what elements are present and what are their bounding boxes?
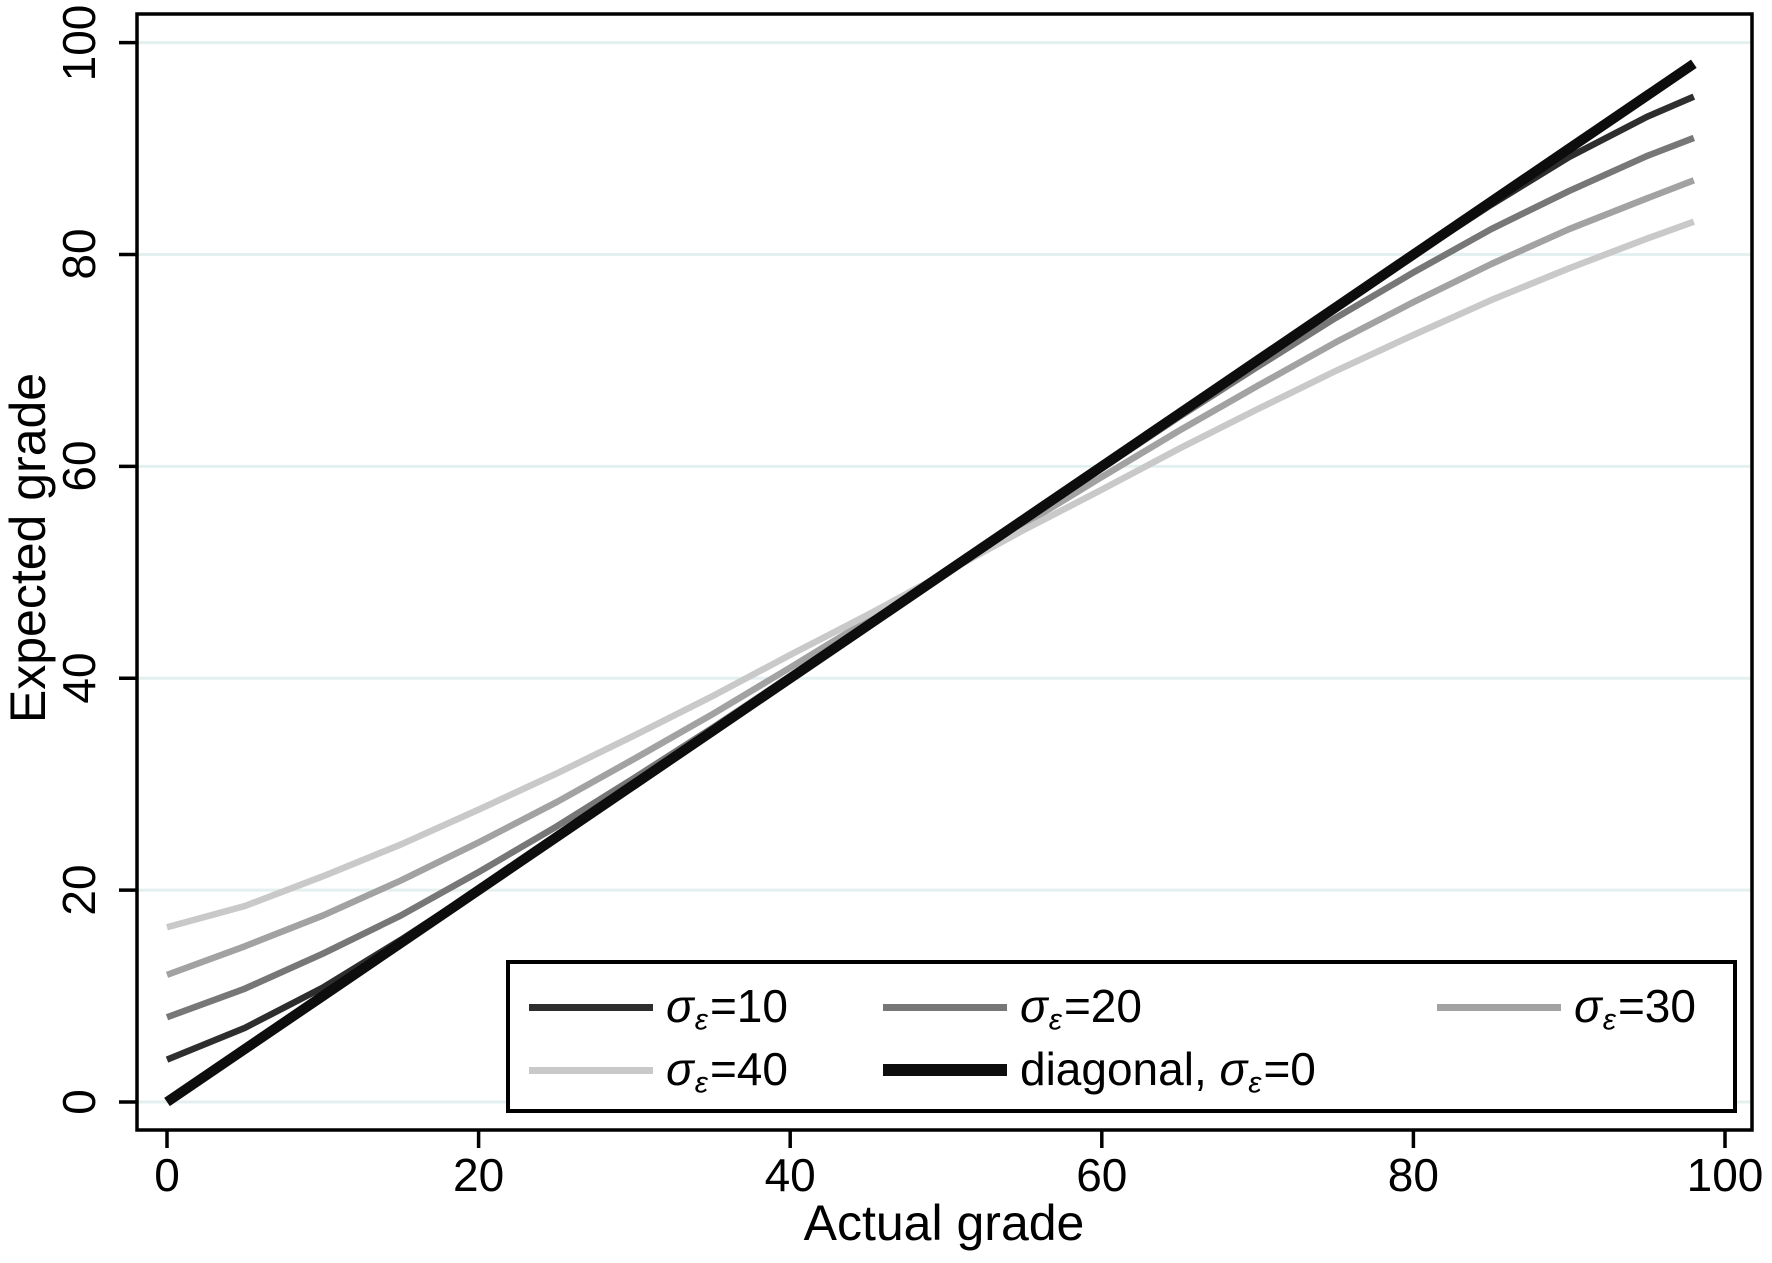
legend-label-sigma-40: σε=40: [666, 1043, 788, 1100]
curve-diagonal: [164, 59, 1697, 1107]
legend-label-sigma-20: σε=20: [1020, 980, 1142, 1037]
y-tick-label-40: 40: [53, 652, 105, 704]
legend-label-sigma-30: σε=30: [1574, 980, 1696, 1037]
x-tick-label-40: 40: [764, 1149, 816, 1201]
y-tick-label-100: 100: [53, 4, 105, 81]
legend-label-sigma-10: σε=10: [666, 980, 788, 1037]
y-tick-label-80: 80: [53, 228, 105, 281]
y-tick-label-0: 0: [53, 1089, 105, 1115]
y-tick-label-60: 60: [53, 440, 105, 492]
plot-border: [135, 12, 1754, 1132]
x-tick-label-20: 20: [453, 1149, 505, 1201]
curve-sigma-40: [166, 218, 1695, 931]
legend-swatch-diagonal: [883, 1064, 1007, 1076]
legend: σε=10 σε=20 σε=30 σε=40 diagonal, σε=0: [506, 960, 1737, 1113]
x-tick-label-60: 60: [1076, 1149, 1128, 1201]
legend-swatch-sigma-30: [1437, 1003, 1561, 1011]
legend-swatch-sigma-20: [883, 1003, 1007, 1011]
x-tick-label-80: 80: [1387, 1149, 1439, 1201]
legend-label-diagonal: diagonal, σε=0: [1020, 1043, 1316, 1100]
legend-swatch-sigma-10: [529, 1003, 653, 1011]
y-axis-title: Expected grade: [0, 372, 56, 724]
y-tick-label-20: 20: [53, 864, 105, 916]
legend-swatch-sigma-40: [529, 1066, 653, 1074]
x-tick-label-100: 100: [1686, 1149, 1764, 1201]
x-axis-title: Actual grade: [803, 1195, 1085, 1251]
x-tick-label-0: 0: [154, 1149, 180, 1201]
